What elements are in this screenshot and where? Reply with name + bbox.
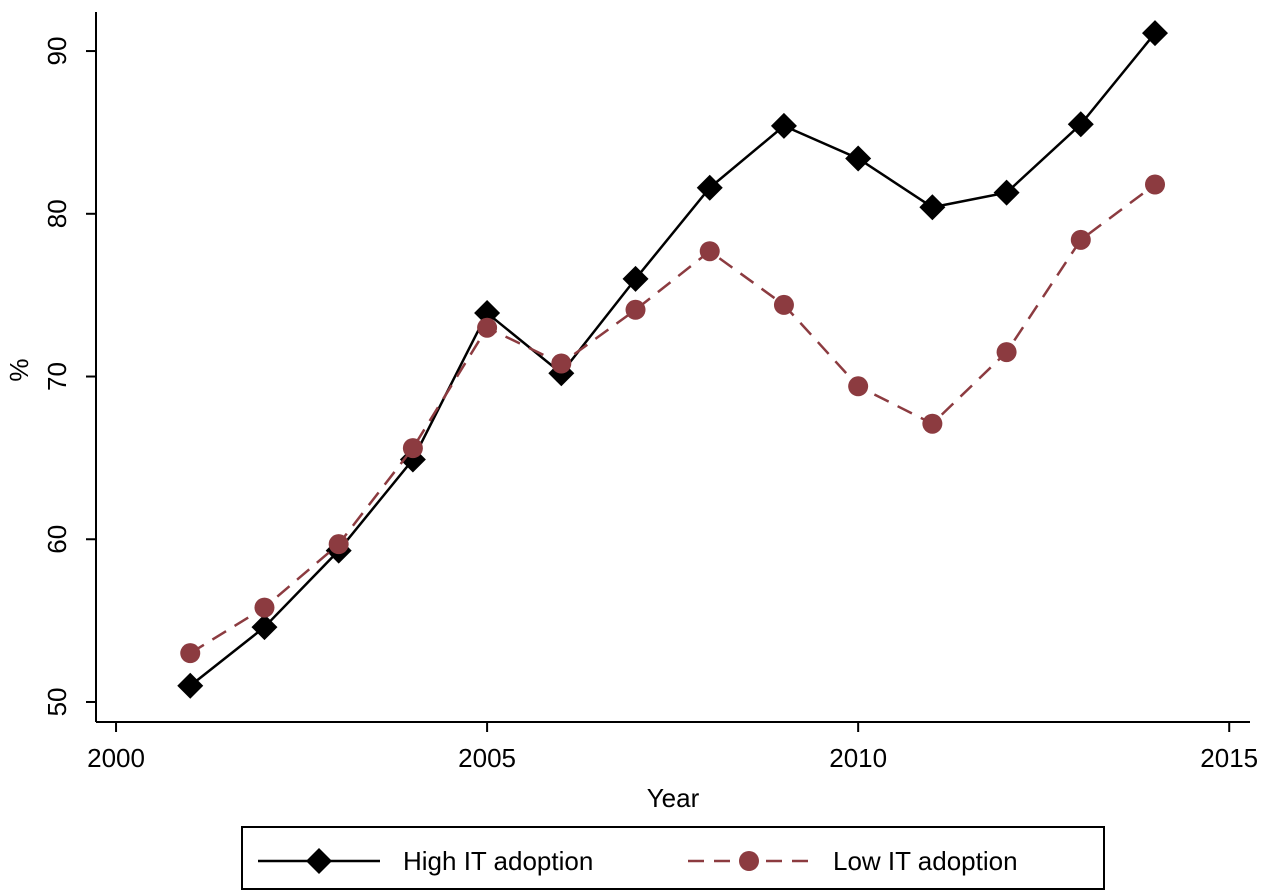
- data-point: [622, 265, 649, 292]
- data-point: [328, 534, 349, 555]
- data-point: [625, 299, 646, 320]
- legend-marker: [306, 848, 332, 874]
- y-tick-label: 50: [42, 688, 72, 717]
- legend-box: [241, 826, 1105, 890]
- data-point: [474, 300, 501, 327]
- data-point: [402, 438, 423, 459]
- data-point: [696, 174, 723, 201]
- y-tick-label: 70: [42, 362, 72, 391]
- x-tick-label: 2015: [1200, 743, 1258, 773]
- data-point: [996, 342, 1017, 363]
- data-point: [1142, 20, 1169, 47]
- y-tick-label: 60: [42, 525, 72, 554]
- y-tick-label: 80: [42, 199, 72, 228]
- x-tick-label: 2000: [87, 743, 145, 773]
- data-point: [177, 672, 204, 699]
- data-point: [773, 294, 794, 315]
- data-point: [922, 413, 943, 434]
- data-point: [848, 376, 869, 397]
- data-point: [251, 614, 278, 641]
- series-line: [189, 183, 1156, 655]
- y-tick-label: 90: [42, 37, 72, 66]
- legend-marker: [739, 851, 759, 871]
- legend-label: High IT adoption: [403, 846, 593, 876]
- data-point: [254, 597, 275, 618]
- x-axis-label: Year: [647, 783, 700, 813]
- data-point: [551, 353, 572, 374]
- data-point: [845, 145, 872, 172]
- data-point: [699, 241, 720, 262]
- data-point: [1070, 229, 1091, 250]
- data-point: [919, 194, 946, 221]
- x-tick-label: 2010: [829, 743, 887, 773]
- data-point: [770, 112, 797, 139]
- y-axis-label: %: [4, 358, 34, 381]
- data-point: [1067, 111, 1094, 138]
- data-point: [1145, 174, 1166, 195]
- legend-label: Low IT adoption: [833, 846, 1018, 876]
- series-line: [189, 32, 1156, 687]
- x-tick-label: 2005: [458, 743, 516, 773]
- data-point: [180, 643, 201, 664]
- data-point: [993, 179, 1020, 206]
- data-point: [477, 317, 498, 338]
